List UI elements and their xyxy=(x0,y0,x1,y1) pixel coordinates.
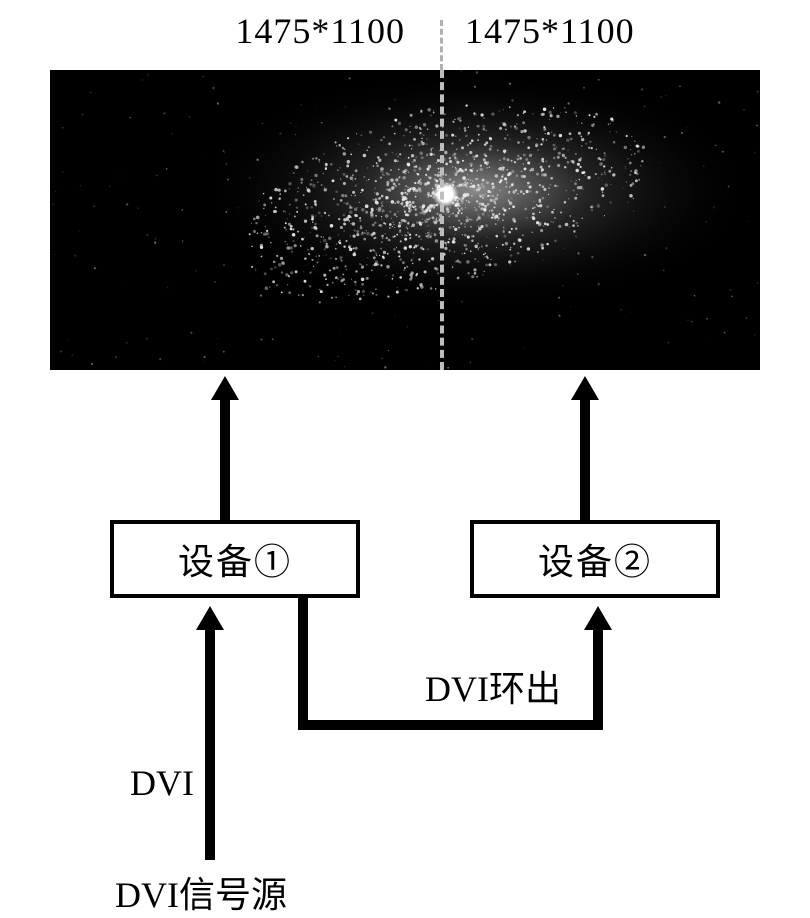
arrow-body-src-to-dev1 xyxy=(205,628,215,860)
loop-right-segment xyxy=(298,720,603,730)
diagram-canvas: 1475*1100 1475*1100 xyxy=(0,0,810,917)
loop-up-segment xyxy=(593,628,603,730)
dvi-loop-label: DVI环出 xyxy=(425,660,561,712)
arrow-head-dev1-to-image xyxy=(211,376,239,400)
resolution-right: 1475*1100 xyxy=(465,10,635,52)
divider-tick xyxy=(440,20,443,70)
arrow-body-dev1-to-image xyxy=(220,398,230,520)
resolution-left: 1475*1100 xyxy=(235,10,405,52)
arrow-head-dev2-to-image xyxy=(571,376,599,400)
dvi-label: DVI xyxy=(130,762,194,804)
arrow-head-loop-to-dev2 xyxy=(584,606,612,630)
image-split-divider xyxy=(440,70,444,370)
loop-down-segment xyxy=(298,598,308,730)
device-1-box: 设备① xyxy=(110,520,360,598)
arrow-body-dev2-to-image xyxy=(580,398,590,520)
device-2-box: 设备② xyxy=(470,520,720,598)
display-image-panel xyxy=(50,70,760,370)
device-1-label: 设备① xyxy=(178,533,292,585)
galaxy-svg xyxy=(50,70,760,370)
arrow-head-src-to-dev1 xyxy=(196,606,224,630)
device-2-label: 设备② xyxy=(538,533,652,585)
top-resolution-labels: 1475*1100 1475*1100 xyxy=(0,10,810,52)
dvi-source-label: DVI信号源 xyxy=(115,866,287,918)
